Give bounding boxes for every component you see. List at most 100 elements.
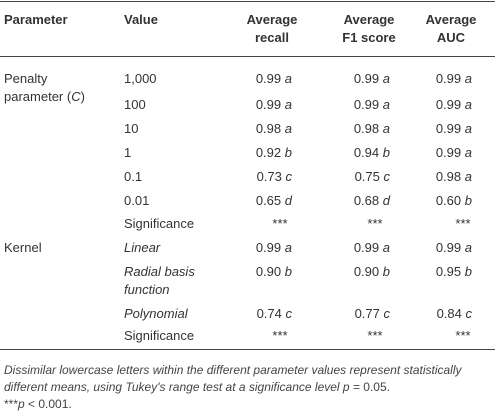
- recall-number: 0.99: [255, 240, 282, 255]
- header-parameter: Parameter: [4, 12, 68, 27]
- footnote-line-3: ***p < 0.001.: [4, 396, 492, 413]
- row-auc: 0.99 a: [436, 239, 472, 256]
- f1-letter: a: [382, 121, 390, 136]
- group-penalty-line2: parameter (C): [4, 88, 85, 105]
- row-recall: 0.99 a: [256, 239, 292, 256]
- f1-number: 0.99: [353, 240, 380, 255]
- row-value: 0.01: [124, 193, 150, 208]
- footnote-line-3-value: < 0.001.: [24, 397, 72, 411]
- significance-f1: ***: [367, 216, 383, 231]
- significance-recall: ***: [272, 328, 288, 343]
- recall-number: 0.99: [255, 71, 282, 86]
- header-value: Value: [124, 12, 158, 27]
- footnote-line-3-p: p: [18, 397, 25, 411]
- footnote-line-2: different means, using Tukey's range tes…: [4, 379, 492, 396]
- recall-number: 0.98: [255, 121, 282, 136]
- footnote-line-2-p: p: [342, 380, 350, 394]
- auc-number: 0.99: [435, 240, 462, 255]
- recall-letter: a: [284, 121, 292, 136]
- f1-letter: b: [382, 145, 390, 160]
- row-auc: 0.98 a: [436, 168, 472, 185]
- f1-letter: a: [382, 97, 390, 112]
- recall-letter: b: [284, 145, 292, 160]
- significance-label: Significance: [124, 328, 195, 343]
- recall-number: 0.99: [255, 97, 282, 112]
- f1-letter: b: [382, 264, 390, 279]
- row-auc: 0.60 b: [436, 192, 472, 209]
- row-recall: 0.73 c: [257, 168, 292, 185]
- header-f1-line2: F1 score: [342, 30, 396, 45]
- f1-number: 0.75: [354, 169, 380, 184]
- f1-number: 0.90: [353, 264, 380, 279]
- significance-recall: ***: [272, 216, 288, 231]
- recall-number: 0.74: [256, 306, 282, 321]
- auc-letter: a: [464, 71, 472, 86]
- auc-letter: a: [464, 97, 472, 112]
- auc-letter: b: [464, 264, 472, 279]
- row-f1: 0.75 c: [355, 168, 390, 185]
- auc-letter: a: [464, 145, 472, 160]
- significance-auc: ***: [455, 216, 471, 231]
- row-value: Polynomial: [124, 306, 188, 321]
- auc-letter: a: [464, 240, 472, 255]
- row-recall: 0.92 b: [256, 144, 292, 161]
- footnote-line-2-value: = 0.05.: [349, 380, 390, 394]
- auc-number: 0.99: [435, 71, 462, 86]
- recall-letter: b: [284, 264, 292, 279]
- row-f1: 0.68 d: [354, 192, 390, 209]
- row-value: 0.1: [124, 169, 143, 184]
- row-value: 100: [124, 97, 146, 112]
- f1-letter: a: [382, 240, 390, 255]
- footnote-line-2-text: different means, using Tukey's range tes…: [4, 380, 343, 394]
- row-auc: 0.99 a: [436, 70, 472, 87]
- significance-auc: ***: [455, 328, 471, 343]
- header-recall-line2: recall: [255, 30, 289, 45]
- recall-letter: a: [284, 97, 292, 112]
- f1-letter: d: [382, 193, 390, 208]
- recall-number: 0.90: [255, 264, 282, 279]
- table-header-rule: [0, 56, 495, 57]
- group-penalty-line1: Penalty: [4, 71, 48, 86]
- significance-label: Significance: [124, 216, 195, 231]
- f1-number: 0.99: [353, 71, 380, 86]
- row-auc: 0.99 a: [436, 144, 472, 161]
- header-recall-line1: Average: [246, 12, 298, 27]
- recall-letter: a: [284, 71, 292, 86]
- significance-f1: ***: [367, 328, 383, 343]
- auc-letter: b: [464, 193, 472, 208]
- f1-letter: a: [382, 71, 390, 86]
- auc-number: 0.98: [435, 169, 462, 184]
- auc-number: 0.99: [435, 121, 462, 136]
- f1-number: 0.94: [353, 145, 380, 160]
- row-value-line2: function: [124, 282, 170, 297]
- f1-number: 0.99: [353, 97, 380, 112]
- recall-number: 0.65: [255, 193, 282, 208]
- table-top-rule: [0, 1, 495, 2]
- row-recall: 0.99 a: [256, 96, 292, 113]
- row-f1: 0.99 a: [354, 70, 390, 87]
- f1-number: 0.98: [353, 121, 380, 136]
- footnote-line-1: Dissimilar lowercase letters within the …: [4, 363, 462, 377]
- row-f1: 0.99 a: [354, 96, 390, 113]
- auc-number: 0.60: [435, 193, 462, 208]
- f1-number: 0.68: [353, 193, 380, 208]
- auc-letter: c: [465, 306, 473, 321]
- recall-number: 0.73: [256, 169, 282, 184]
- row-auc: 0.99 a: [436, 120, 472, 137]
- group-penalty-text: parameter (: [4, 89, 72, 104]
- row-f1: 0.98 a: [354, 120, 390, 137]
- row-recall: 0.65 d: [256, 192, 292, 209]
- row-value: Radial basis: [124, 264, 195, 279]
- auc-number: 0.84: [436, 306, 462, 321]
- footnote-line-3-stars: ***: [4, 397, 19, 411]
- header-auc-line2: AUC: [436, 30, 466, 45]
- auc-number: 0.99: [435, 145, 462, 160]
- recall-letter: a: [284, 240, 292, 255]
- recall-letter: c: [285, 169, 293, 184]
- f1-letter: c: [383, 306, 391, 321]
- row-value: 10: [124, 121, 139, 136]
- auc-number: 0.95: [435, 264, 462, 279]
- group-penalty-close: ): [80, 89, 85, 104]
- table-footnote: Dissimilar lowercase letters within the …: [4, 362, 492, 413]
- row-recall: 0.99 a: [256, 70, 292, 87]
